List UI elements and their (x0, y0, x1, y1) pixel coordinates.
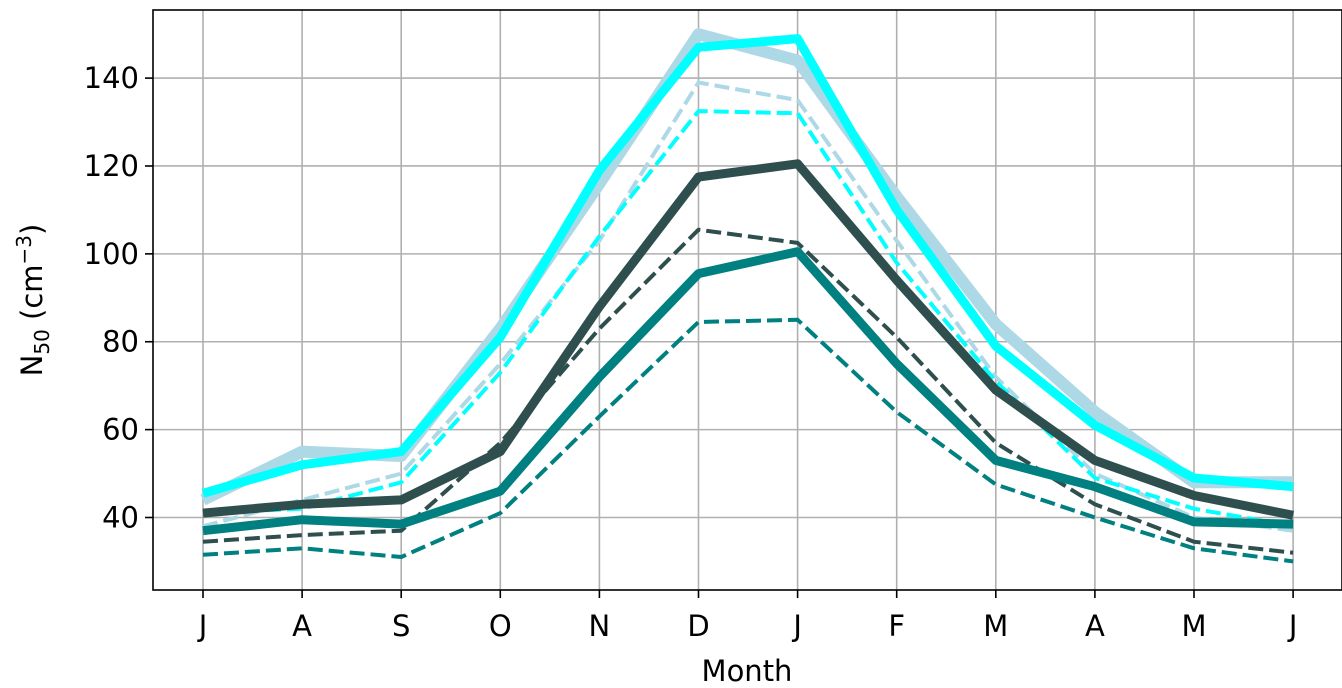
x-tick-label: J (1287, 609, 1298, 643)
y-axis-title-superscript: −3 (12, 235, 36, 264)
x-tick-label: N (589, 609, 611, 643)
y-axis-title-unit-open: (cm (15, 264, 49, 329)
y-tick-label: 80 (102, 325, 139, 359)
series-line-5 (202, 159, 1294, 520)
y-axis-title-unit-close: ) (15, 224, 49, 235)
x-tick-label: J (197, 609, 208, 643)
y-tick-label: 120 (84, 149, 139, 183)
y-axis-title: N50 (cm−3) (12, 224, 54, 377)
series-line-4 (202, 109, 1294, 529)
y-tick-label: 40 (102, 501, 139, 535)
series-lines (200, 28, 1294, 564)
series-line-3 (201, 34, 1294, 498)
x-tick-label: M (983, 609, 1008, 643)
series-line-6 (202, 227, 1294, 555)
axis-ticks: J A S O N D J F M A M J 40 60 80 100 120 140 (84, 61, 1298, 643)
y-tick-label: 100 (84, 237, 139, 271)
y-tick-label: 140 (84, 61, 139, 95)
x-tick-label: J (791, 609, 802, 643)
x-tick-label: S (392, 609, 410, 643)
x-tick-label: F (888, 609, 905, 643)
series-line-7 (202, 247, 1294, 536)
x-axis-title: Month (702, 654, 793, 688)
series-line-8 (202, 317, 1294, 564)
y-axis-title-base: N (15, 355, 49, 377)
series-line-2 (202, 80, 1294, 533)
plot-frame (152, 9, 1342, 591)
x-tick-label: M (1181, 609, 1206, 643)
x-tick-label: D (687, 609, 709, 643)
x-tick-label: O (489, 609, 512, 643)
y-axis-title-subscript: 50 (30, 329, 54, 354)
x-tick-label: A (1085, 609, 1105, 643)
y-tick-label: 60 (102, 413, 139, 447)
x-tick-label: A (292, 609, 312, 643)
